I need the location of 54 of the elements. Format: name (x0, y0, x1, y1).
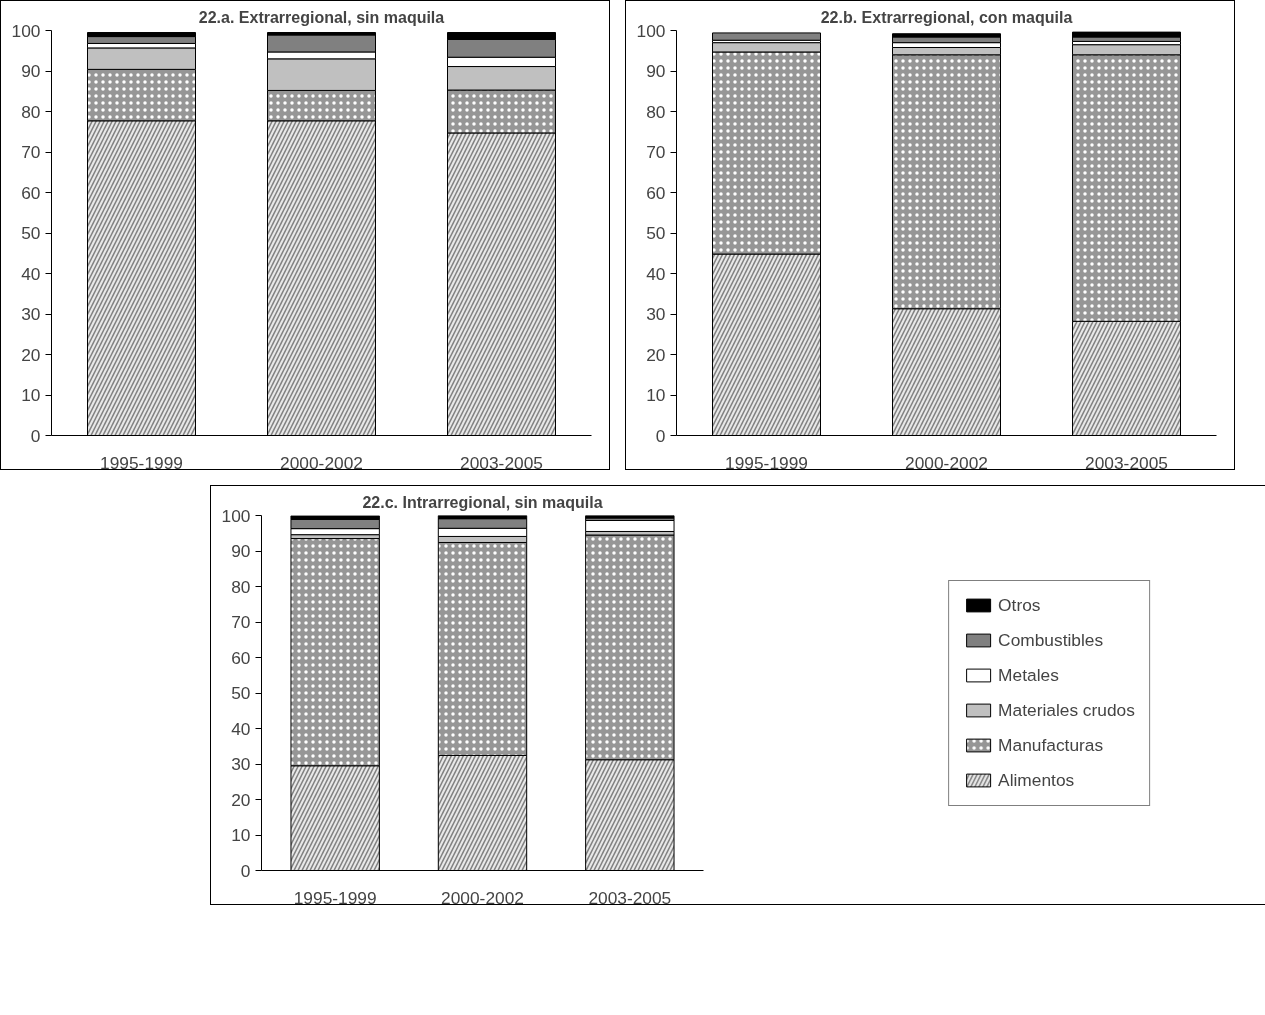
y-tick-label: 80 (646, 101, 666, 122)
legend-label: Manufacturas (998, 734, 1104, 756)
legend-label: Materiales crudos (998, 699, 1135, 721)
y-tick-label: 10 (21, 385, 41, 405)
y-tick-label: 70 (231, 612, 251, 632)
y-tick-label: 0 (655, 425, 666, 446)
bar (1072, 31, 1181, 38)
y-tick-label: 60 (231, 647, 251, 668)
y-tick-label: 80 (21, 101, 41, 122)
y-tick-label: 60 (646, 182, 666, 203)
x-tick-label: 1995-1999 (100, 452, 183, 473)
y-tick-label: 0 (30, 425, 41, 446)
bar (712, 32, 821, 41)
y-tick-label: 80 (231, 576, 251, 597)
chart-title: 22.a. Extrarregional, sin maquila (198, 8, 445, 26)
y-tick-label: 60 (21, 182, 41, 203)
y-tick-label: 100 (636, 20, 666, 41)
y-tick-label: 20 (21, 344, 41, 365)
y-tick-label: 70 (21, 142, 41, 162)
y-tick-label: 30 (646, 304, 666, 324)
y-tick-label: 90 (646, 61, 666, 81)
y-tick-label: 40 (231, 718, 251, 739)
y-tick-label: 50 (21, 223, 41, 243)
x-tick-label: 2000-2002 (905, 452, 988, 473)
x-tick-label: 2000-2002 (280, 452, 363, 473)
y-tick-label: 50 (231, 683, 251, 703)
y-tick-label: 100 (221, 505, 251, 526)
y-tick-label: 0 (240, 860, 251, 881)
bar (585, 519, 675, 532)
x-tick-label: 1995-1999 (293, 887, 377, 908)
y-tick-label: 50 (646, 223, 666, 243)
y-tick-label: 10 (646, 385, 666, 405)
y-tick-label: 70 (646, 142, 666, 162)
legend-label: Combustibles (998, 629, 1104, 651)
y-tick-label: 30 (231, 754, 251, 774)
y-tick-label: 40 (646, 263, 666, 284)
legend-label: Alimentos (998, 769, 1075, 791)
x-tick-label: 2003-2005 (460, 452, 543, 473)
y-tick-label: 30 (21, 304, 41, 324)
y-tick-label: 40 (21, 263, 41, 284)
x-tick-label: 2000-2002 (441, 887, 524, 908)
y-tick-label: 10 (231, 825, 251, 845)
chart-title: 22.c. Intrarregional, sin maquila (362, 493, 603, 511)
legend-label: Metales (998, 664, 1059, 686)
y-tick-label: 90 (21, 61, 41, 81)
y-tick-label: 100 (11, 20, 41, 41)
y-tick-label: 90 (231, 541, 251, 561)
y-tick-label: 20 (231, 789, 251, 810)
x-tick-label: 2003-2005 (1085, 452, 1168, 473)
chart-title: 22.b. Extrarregional, con maquila (820, 8, 1073, 26)
legend-label: Otros (998, 594, 1041, 616)
y-tick-label: 20 (646, 344, 666, 365)
x-tick-label: 2003-2005 (588, 887, 672, 908)
x-tick-label: 1995-1999 (725, 452, 808, 473)
